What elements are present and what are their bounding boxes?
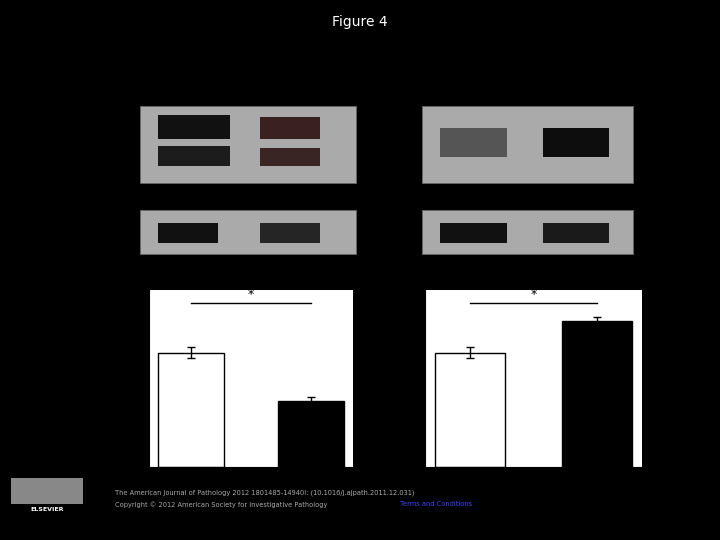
Bar bbox=[260, 148, 320, 166]
Text: 42 —: 42 — bbox=[402, 229, 420, 235]
Bar bbox=[543, 128, 609, 157]
Text: Actin: Actin bbox=[636, 228, 659, 237]
Text: 42 —: 42 — bbox=[120, 229, 138, 235]
Text: B: B bbox=[104, 267, 117, 286]
Text: kDa: kDa bbox=[407, 99, 420, 105]
Text: FA6: FA6 bbox=[239, 265, 257, 275]
Text: Copyright © 2012 American Society for Investigative Pathology: Copyright © 2012 American Society for In… bbox=[115, 501, 330, 508]
Bar bbox=[140, 106, 356, 184]
Bar bbox=[278, 401, 344, 467]
Y-axis label: CTSZ expression
(Relative Optical Density): CTSZ expression (Relative Optical Densit… bbox=[96, 320, 115, 436]
Bar bbox=[423, 106, 633, 184]
Bar bbox=[158, 223, 218, 243]
Bar bbox=[441, 223, 507, 243]
Text: S100PBP
siRNA: S100PBP siRNA bbox=[543, 65, 579, 104]
Bar bbox=[260, 223, 320, 243]
Text: Terms and Conditions: Terms and Conditions bbox=[400, 501, 472, 507]
Bar bbox=[562, 321, 632, 467]
Bar bbox=[543, 223, 609, 243]
Text: *: * bbox=[531, 288, 537, 301]
Text: NT siRNA: NT siRNA bbox=[452, 71, 482, 104]
Text: kDa: kDa bbox=[407, 202, 420, 208]
Bar bbox=[423, 210, 633, 254]
Bar bbox=[158, 115, 230, 139]
Text: *: * bbox=[248, 288, 254, 301]
Text: 34 —: 34 — bbox=[120, 153, 138, 159]
Text: The American Journal of Pathology 2012 1801485-14940I: (10.1016/j.ajpath.2011.12: The American Journal of Pathology 2012 1… bbox=[115, 490, 415, 496]
Text: FLAG: FLAG bbox=[176, 83, 196, 104]
Text: MiaPaCa2: MiaPaCa2 bbox=[504, 265, 552, 275]
Text: Figure 4: Figure 4 bbox=[332, 15, 388, 29]
Bar bbox=[140, 210, 356, 254]
Text: kDa: kDa bbox=[125, 202, 138, 208]
Text: ← active CTSZ: ← active CTSZ bbox=[359, 152, 414, 160]
Bar bbox=[158, 146, 230, 166]
Text: 38 —: 38 — bbox=[120, 124, 138, 130]
Text: FLAG-
S100PBP: FLAG- S100PBP bbox=[272, 65, 309, 104]
Text: 34 —: 34 — bbox=[402, 153, 420, 159]
Bar bbox=[158, 353, 224, 467]
Text: kDa: kDa bbox=[125, 99, 138, 105]
Bar bbox=[260, 117, 320, 139]
Bar bbox=[11, 478, 83, 504]
Text: CTSZ: CTSZ bbox=[636, 139, 656, 148]
Text: A: A bbox=[104, 42, 117, 60]
Text: ← pro-CTSZ: ← pro-CTSZ bbox=[359, 123, 403, 132]
Text: 38 —: 38 — bbox=[402, 124, 420, 130]
Y-axis label: CTSZ expression
(Relative Optical Density): CTSZ expression (Relative Optical Densit… bbox=[372, 320, 392, 436]
Text: ELSEVIER: ELSEVIER bbox=[30, 507, 63, 512]
Bar bbox=[436, 353, 505, 467]
Bar bbox=[441, 128, 507, 157]
